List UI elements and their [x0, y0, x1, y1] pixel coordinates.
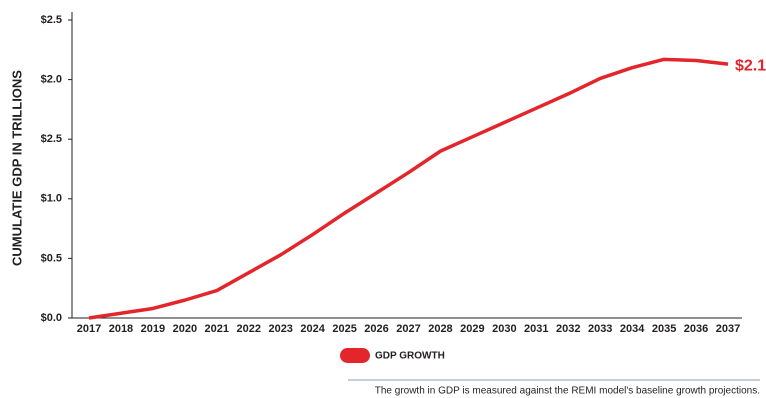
line: [88, 57, 729, 320]
x-tick-label: 2024: [300, 323, 325, 335]
footnote: The growth in GDP is measured against th…: [375, 386, 760, 397]
legend-label: GDP GROWTH: [375, 351, 445, 362]
x-tick-label: 2028: [428, 323, 452, 335]
x-tick-label: 2031: [524, 323, 548, 335]
x-tick-label: 2018: [109, 323, 133, 335]
y-tick-label: $2.0: [41, 74, 62, 86]
x-tick-label: 2026: [364, 323, 388, 335]
x-tick-label: 2027: [396, 323, 420, 335]
x-tick-label: 2036: [684, 323, 708, 335]
y-axis-title: CUMULATIE GDP IN TRILLIONS: [9, 70, 24, 266]
legend-swatch: [340, 348, 370, 363]
x-tick-label: 2037: [716, 323, 740, 335]
x-tick-label: 2034: [620, 323, 645, 335]
x-tick-label: 2022: [237, 323, 261, 335]
x-tick-label: 2035: [652, 323, 676, 335]
value-label: $2.1: [735, 57, 766, 74]
y-tick-label: $2.5: [41, 133, 62, 145]
y-tick-label: $0.0: [41, 312, 62, 324]
x-tick-label: 2023: [268, 323, 292, 335]
y-tick-label: $0.5: [41, 252, 62, 264]
x-tick-label: 2033: [588, 323, 612, 335]
x-tick-label: 2020: [173, 323, 197, 335]
x-tick-label: 2032: [556, 323, 580, 335]
x-tick-label: 2021: [205, 323, 229, 335]
y-tick-label: $1.0: [41, 193, 62, 205]
x-tick-label: 2019: [141, 323, 165, 335]
x-tick-label: 2025: [332, 323, 356, 335]
x-tick-label: 2029: [460, 323, 484, 335]
x-tick-label: 2030: [492, 323, 516, 335]
x-tick-label: 2017: [77, 323, 101, 335]
y-tick-label: $2.5: [41, 14, 62, 26]
